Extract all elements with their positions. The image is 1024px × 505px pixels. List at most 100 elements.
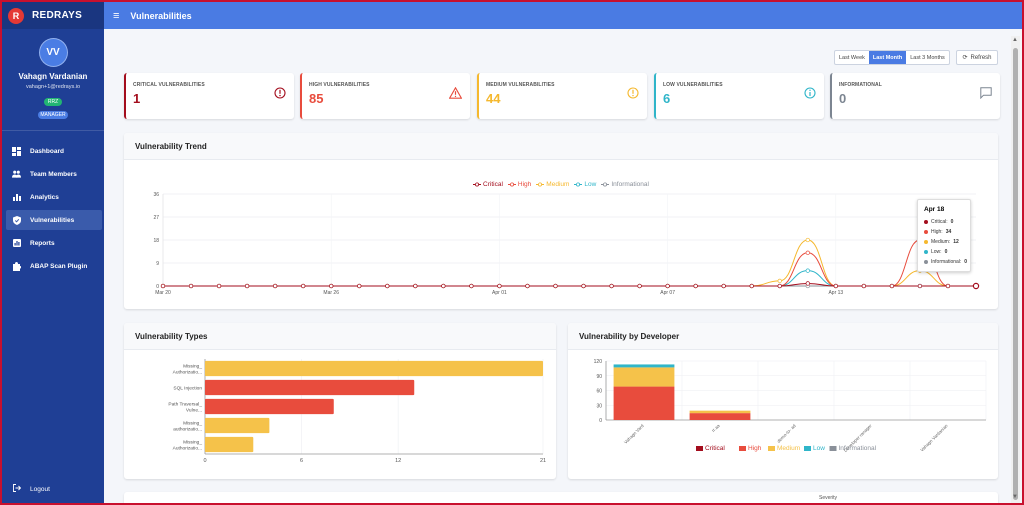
trend-point-critical (357, 283, 362, 289)
x-tick-label: Apr 13 (828, 290, 843, 296)
tooltip-row: High: 34 (924, 227, 970, 237)
legend-swatch (804, 446, 811, 451)
x-tick-label: Vahagn Vardanian (919, 423, 949, 453)
user-profile: VV Vahagn Vardanian vahagn+1@redrays.io … (2, 29, 104, 131)
sidebar-item-vulnerabilities[interactable]: Vulnerabilities (6, 210, 102, 230)
x-tick-label: 21 (540, 458, 546, 464)
shield-icon (12, 215, 21, 225)
tooltip-dot (924, 230, 928, 234)
scrollbar[interactable]: ▲ ▼ (1011, 36, 1020, 503)
tooltip-row: Critical: 0 (924, 217, 970, 227)
tooltip-value: 0 (964, 259, 968, 265)
types-panel: Vulnerability Types 0 6 12 21 Missing_ Author… (124, 323, 556, 479)
report-icon (12, 239, 21, 248)
trend-point-critical (497, 283, 502, 289)
legend-label: Informational (839, 445, 877, 452)
trend-point-critical (693, 283, 698, 289)
stat-card-low[interactable]: LOW VULNERABILITIES 6 (654, 73, 824, 119)
tooltip-dot (924, 250, 928, 254)
refresh-button[interactable]: ⟳ Refresh (956, 50, 998, 65)
trend-point-critical (665, 283, 670, 289)
topbar: ≡ Vulnerabilities (104, 2, 1022, 29)
legend-item[interactable]: Informational (601, 181, 649, 188)
range-last-3-months-button[interactable]: Last 3 Months (910, 54, 945, 61)
severity-filter-label: Severity (819, 495, 838, 501)
tooltip-row: Informational: 0 (924, 257, 970, 267)
y-tick-label: 0 (156, 284, 159, 290)
tooltip-dot (924, 220, 928, 224)
sidebar-item-dashboard[interactable]: Dashboard (6, 141, 102, 161)
type-bar (205, 398, 334, 415)
avatar[interactable]: VV (38, 38, 68, 67)
x-tick-label: demo-to- ad (776, 423, 797, 444)
stat-value: 1 (133, 91, 141, 106)
sidebar-item-reports[interactable]: Reports (6, 233, 102, 253)
logout-button[interactable]: Logout (13, 484, 50, 494)
stat-value: 44 (486, 91, 501, 106)
stat-card-high[interactable]: HIGH VULNERABILITIES 85 (300, 73, 470, 119)
sidebar-item-abap-scan-plugin[interactable]: ABAP Scan Plugin (6, 256, 102, 276)
stat-value: 85 (309, 91, 324, 106)
legend-label: Critical (705, 445, 725, 452)
y-tick-label: Missing_ Authorizatio... (173, 364, 203, 376)
trend-point-critical (777, 283, 782, 289)
legend-swatch (768, 446, 775, 451)
scroll-up-icon[interactable]: ▲ (1012, 37, 1018, 43)
scroll-down-icon[interactable]: ▼ (1012, 494, 1018, 500)
x-tick-label: rr.aa (711, 423, 721, 433)
comment-icon (980, 87, 992, 102)
stat-card-critical[interactable]: CRITICAL VULNERABILITIES 1 (124, 73, 294, 119)
warning-triangle-icon (448, 86, 463, 102)
y-tick-label: Missing_ Authorizatio... (173, 440, 203, 452)
sidebar-item-team-members[interactable]: Team Members (6, 164, 102, 184)
legend-swatch (829, 446, 837, 451)
x-tick-label: Apr 01 (492, 290, 507, 296)
y-tick-label: 30 (596, 403, 602, 409)
type-bar (205, 417, 270, 434)
developer-bar-high (689, 413, 751, 420)
tooltip-row: Medium: 12 (924, 237, 970, 247)
trend-title: Vulnerability Trend (124, 133, 998, 160)
y-tick-label: Missing_ authorizatio... (173, 421, 202, 433)
tooltip-title: Apr 18 (924, 206, 945, 213)
trend-point-medium (777, 278, 782, 284)
range-last-week-button[interactable]: Last Week (839, 54, 865, 61)
legend-item[interactable]: Critical (473, 181, 503, 188)
trend-point-medium (805, 237, 810, 243)
sidebar-item-label: Vulnerabilities (30, 216, 75, 224)
trend-point-critical (833, 283, 838, 289)
refresh-icon: ⟳ (962, 55, 968, 61)
y-tick-label: Path Traversal_ Vulne... (168, 402, 202, 414)
trend-point-critical (272, 283, 278, 289)
user-name: Vahagn Vardanian (18, 72, 88, 81)
scrollbar-thumb[interactable] (1013, 48, 1018, 500)
type-bar (205, 360, 543, 377)
user-email: vahagn+1@redrays.io (25, 84, 81, 90)
legend-item[interactable]: High (507, 181, 531, 188)
legend-item[interactable]: Medium (536, 181, 569, 188)
legend-item[interactable]: Low (574, 181, 596, 188)
y-tick-label: SQL Injection (173, 386, 202, 392)
trend-point-high (805, 250, 810, 255)
trend-point-critical (160, 283, 166, 289)
trend-point-critical (216, 283, 222, 289)
range-last-month-button[interactable]: Last Month (868, 51, 907, 64)
brand[interactable]: R REDRAYS (2, 2, 104, 29)
tooltip-dot (924, 260, 928, 264)
trend-point-critical (917, 283, 923, 289)
menu-toggle-icon[interactable]: ≡ (113, 9, 120, 22)
stat-card-medium[interactable]: MEDIUM VULNERABILITIES 44 (477, 73, 647, 119)
team-icon (12, 170, 21, 179)
trend-point-critical (301, 283, 306, 289)
sidebar-item-analytics[interactable]: Analytics (6, 187, 102, 207)
page-title: Vulnerabilities (130, 10, 192, 21)
trend-point-critical (553, 283, 558, 289)
trend-point-critical (188, 283, 194, 289)
stat-value: 6 (663, 91, 671, 106)
legend-swatch (739, 446, 746, 451)
stat-card-informational[interactable]: INFORMATIONAL 0 (830, 73, 1000, 119)
sidebar-item-label: Reports (30, 239, 55, 247)
legend-label: High (748, 445, 762, 452)
trend-point-critical (581, 283, 586, 289)
